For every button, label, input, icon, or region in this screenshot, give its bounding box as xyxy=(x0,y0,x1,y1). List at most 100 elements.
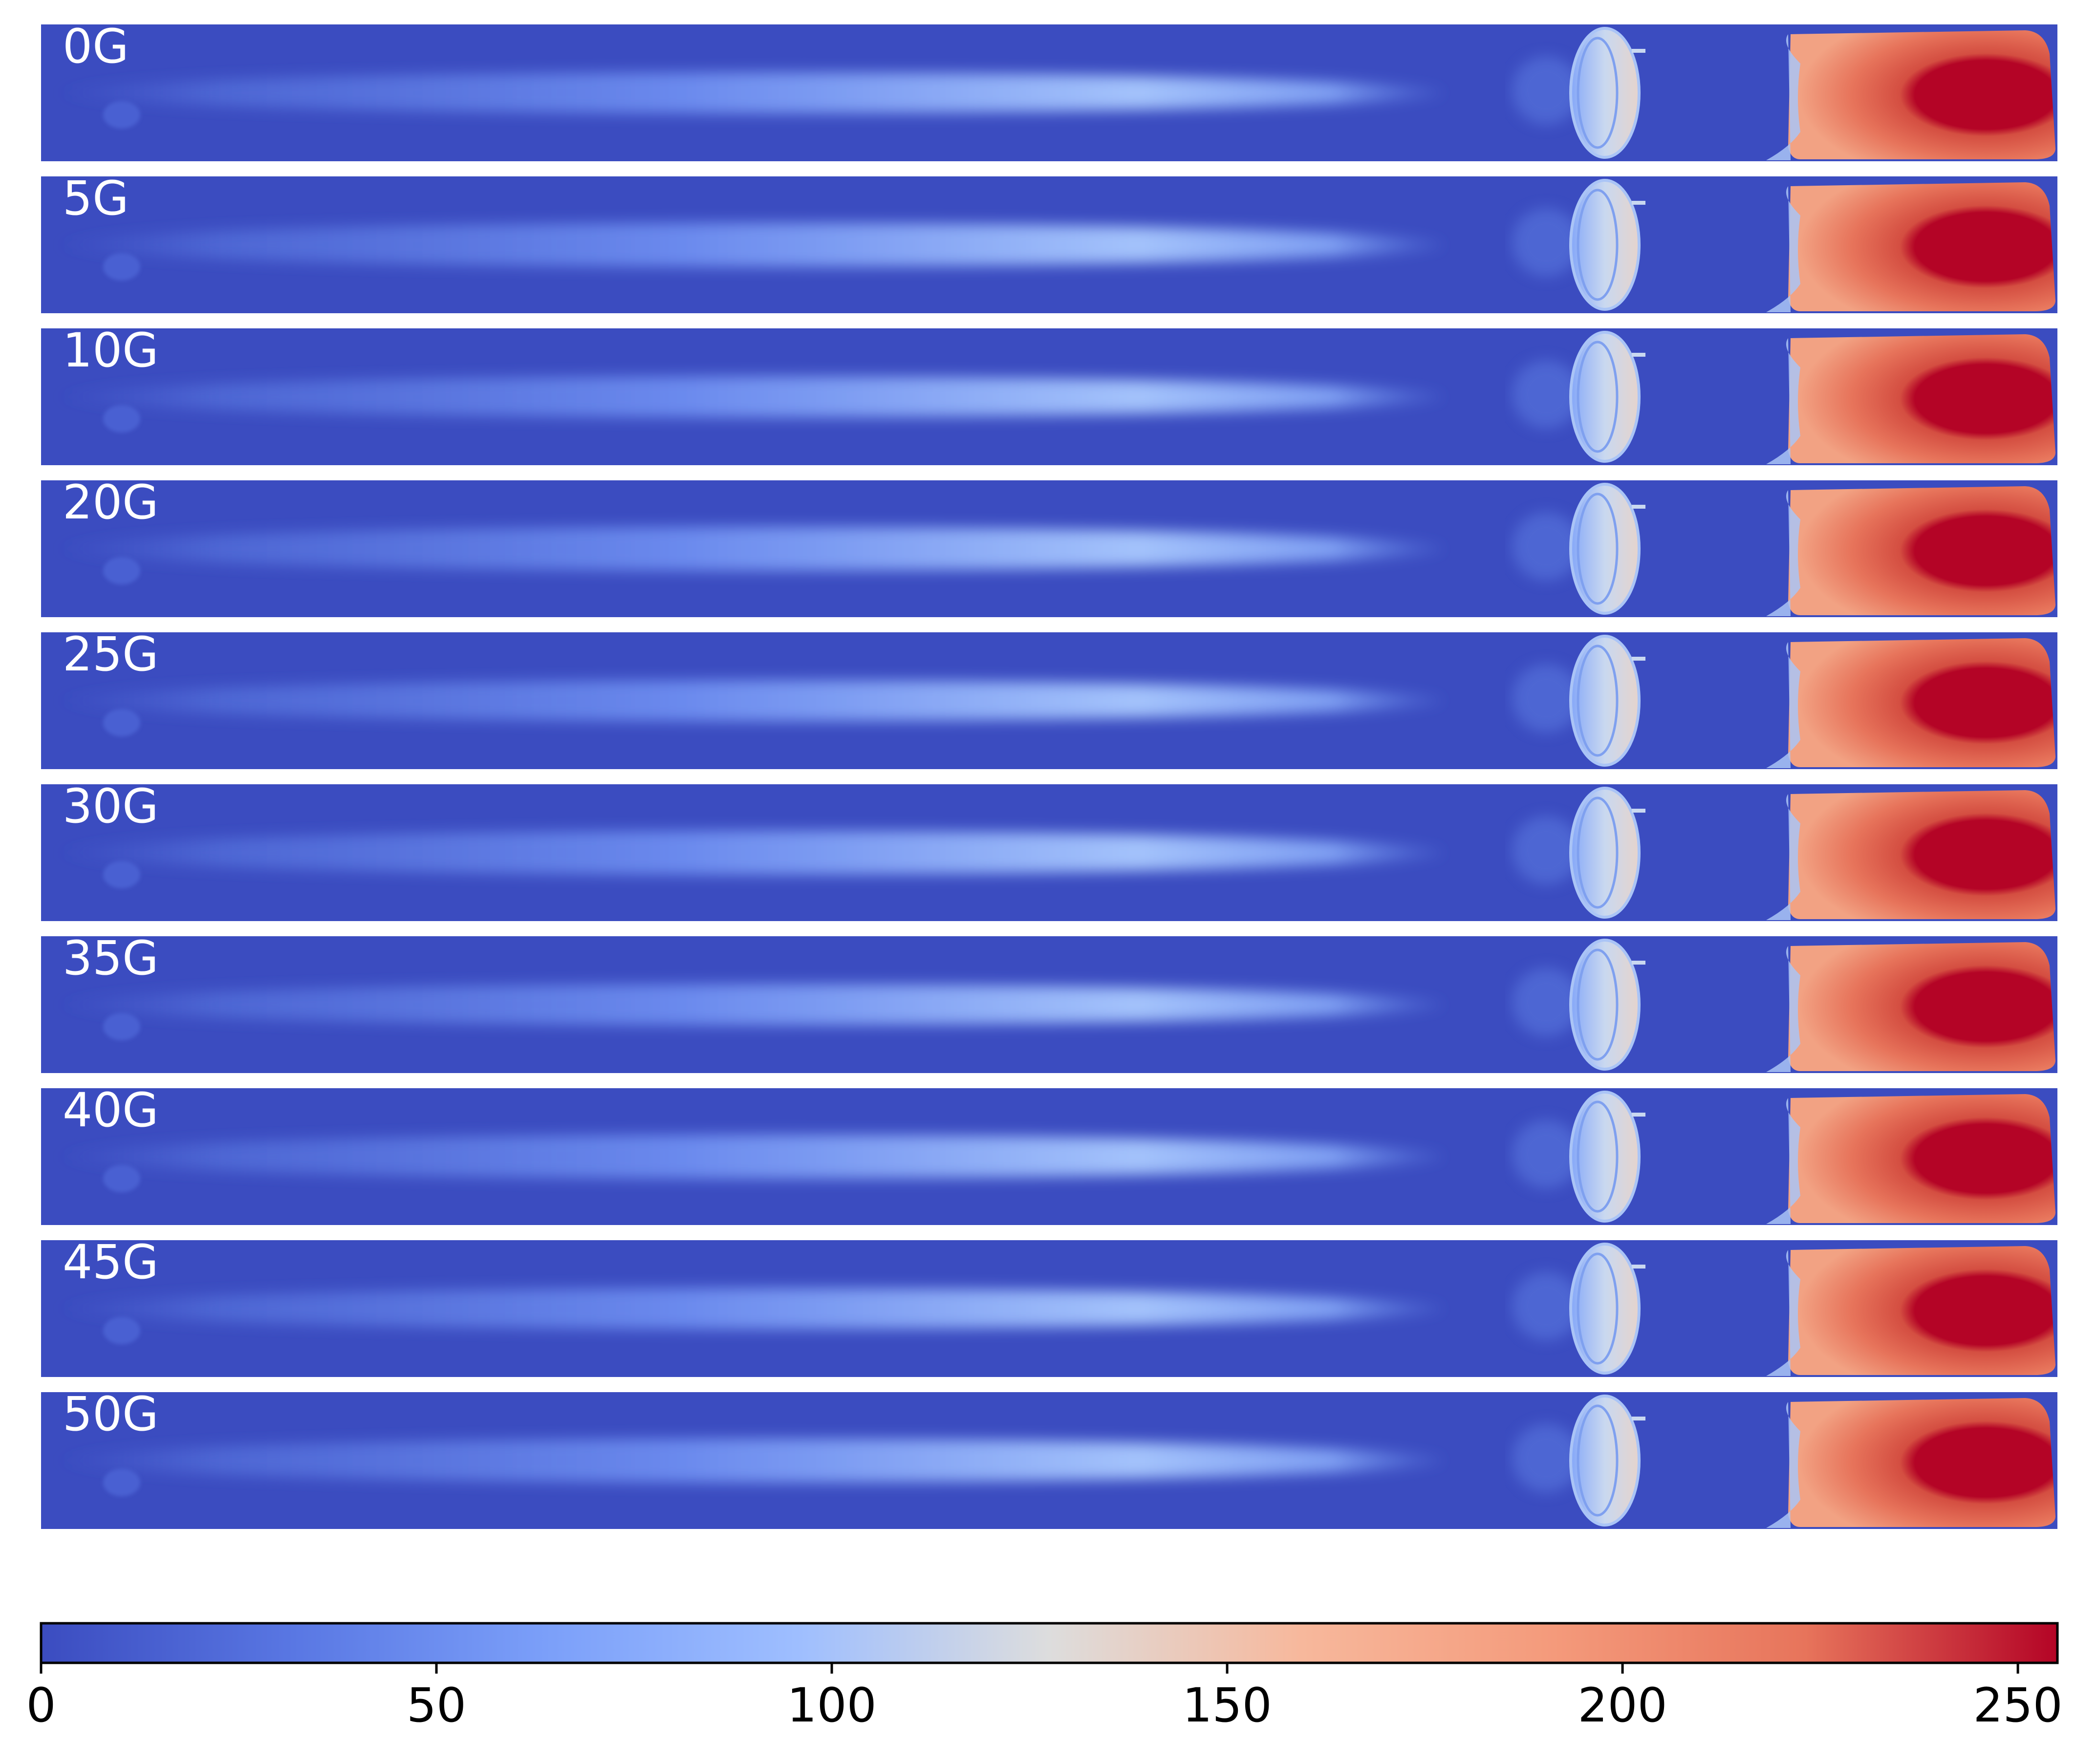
nozzle-region xyxy=(103,557,140,584)
disk-rim xyxy=(1577,189,1619,301)
hot-edge xyxy=(1766,1402,1800,1528)
disk-region xyxy=(1569,635,1641,767)
colorbar: 0 50 100 150 200 250 xyxy=(26,1622,2063,1733)
hot-edge xyxy=(1766,794,1800,920)
hot-edge xyxy=(1766,490,1800,616)
panel-label: 45G xyxy=(63,1235,159,1290)
hot-region xyxy=(1788,1398,2055,1527)
haze-region xyxy=(1512,56,1580,125)
disk-tab xyxy=(1632,49,1645,53)
heatmap-panel: 40G xyxy=(41,1083,2057,1225)
nozzle-region xyxy=(103,101,140,129)
disk-tab xyxy=(1632,657,1645,661)
panel-label: 35G xyxy=(63,931,159,986)
heatmap-panel: 0G xyxy=(41,19,2057,161)
haze-region xyxy=(1512,208,1580,277)
disk-rim xyxy=(1577,1404,1619,1517)
haze-region xyxy=(1512,360,1580,429)
hot-region xyxy=(1788,30,2055,159)
hot-edge xyxy=(1766,946,1800,1072)
heatmap-panel: 35G xyxy=(41,931,2057,1073)
panels-layer: 0G 5G 10G 20G 25G 30G 35G 40G 45G 50G xyxy=(41,19,2057,1529)
nozzle-region xyxy=(103,861,140,888)
disk-rim xyxy=(1577,948,1619,1061)
disk-region xyxy=(1569,1395,1641,1527)
haze-region xyxy=(1512,512,1580,581)
disk-region xyxy=(1569,179,1641,311)
heatmap-panel: 45G xyxy=(41,1235,2057,1377)
plume-region xyxy=(56,223,1444,267)
disk-region xyxy=(1569,1091,1641,1223)
heatmap-panel: 10G xyxy=(41,323,2057,465)
plume-region xyxy=(56,1439,1444,1483)
disk-tab xyxy=(1632,1265,1645,1269)
panel-label: 25G xyxy=(63,627,159,682)
haze-region xyxy=(1512,968,1580,1036)
hot-region xyxy=(1788,790,2055,919)
nozzle-region xyxy=(103,405,140,432)
disk-tab xyxy=(1632,201,1645,205)
nozzle-region xyxy=(103,1317,140,1344)
plume-region xyxy=(56,831,1444,875)
hot-edge xyxy=(1766,1098,1800,1224)
disk-region xyxy=(1569,483,1641,615)
panel-label: 40G xyxy=(63,1083,159,1138)
disk-region xyxy=(1569,27,1641,159)
nozzle-region xyxy=(103,253,140,280)
colorbar-tick-label: 100 xyxy=(787,1678,876,1733)
hot-region xyxy=(1788,1246,2055,1375)
nozzle-region xyxy=(103,709,140,736)
disk-region xyxy=(1569,787,1641,919)
disk-rim xyxy=(1577,493,1619,605)
heatmap-panel: 25G xyxy=(41,627,2057,769)
panel-label: 10G xyxy=(63,323,159,378)
hot-region xyxy=(1788,638,2055,767)
heatmap-panel: 50G xyxy=(41,1387,2057,1529)
disk-rim xyxy=(1577,1100,1619,1213)
hot-region xyxy=(1788,942,2055,1071)
colorbar-ticks: 0 50 100 150 200 250 xyxy=(26,1663,2063,1733)
nozzle-region xyxy=(103,1469,140,1496)
hot-edge xyxy=(1766,338,1800,464)
disk-rim xyxy=(1577,796,1619,909)
colorbar-tick-label: 150 xyxy=(1182,1678,1272,1733)
heatmap-panel: 20G xyxy=(41,475,2057,617)
nozzle-region xyxy=(103,1013,140,1040)
disk-region xyxy=(1569,331,1641,463)
plume-region xyxy=(56,376,1444,417)
disk-rim xyxy=(1577,341,1619,453)
colorbar-tick-label: 50 xyxy=(407,1678,466,1733)
haze-region xyxy=(1512,816,1580,884)
disk-region xyxy=(1569,1243,1641,1375)
disk-tab xyxy=(1632,353,1645,357)
panel-label: 30G xyxy=(63,779,159,834)
plume-region xyxy=(56,527,1444,571)
panel-label: 0G xyxy=(63,19,129,74)
hot-region xyxy=(1788,486,2055,615)
disk-tab xyxy=(1632,961,1645,965)
hot-region xyxy=(1788,1094,2055,1223)
plume-region xyxy=(56,984,1444,1025)
disk-tab xyxy=(1632,1417,1645,1420)
haze-region xyxy=(1512,1272,1580,1340)
plume-region xyxy=(56,1135,1444,1179)
disk-tab xyxy=(1632,1113,1645,1117)
disk-tab xyxy=(1632,809,1645,813)
hot-edge xyxy=(1766,186,1800,312)
disk-rim xyxy=(1577,37,1619,149)
colorbar-tick-label: 200 xyxy=(1578,1678,1667,1733)
panel-label: 50G xyxy=(63,1387,159,1441)
panel-label: 5G xyxy=(63,171,129,226)
colorbar-tick-label: 250 xyxy=(1973,1678,2062,1733)
hot-region xyxy=(1788,334,2055,463)
haze-region xyxy=(1512,664,1580,732)
haze-region xyxy=(1512,1424,1580,1492)
disk-region xyxy=(1569,939,1641,1071)
plume-region xyxy=(56,72,1444,113)
colorbar-gradient xyxy=(40,1622,2059,1664)
disk-rim xyxy=(1577,1252,1619,1365)
disk-rim xyxy=(1577,645,1619,757)
hot-region xyxy=(1788,182,2055,311)
heatmap-panel: 30G xyxy=(41,779,2057,921)
